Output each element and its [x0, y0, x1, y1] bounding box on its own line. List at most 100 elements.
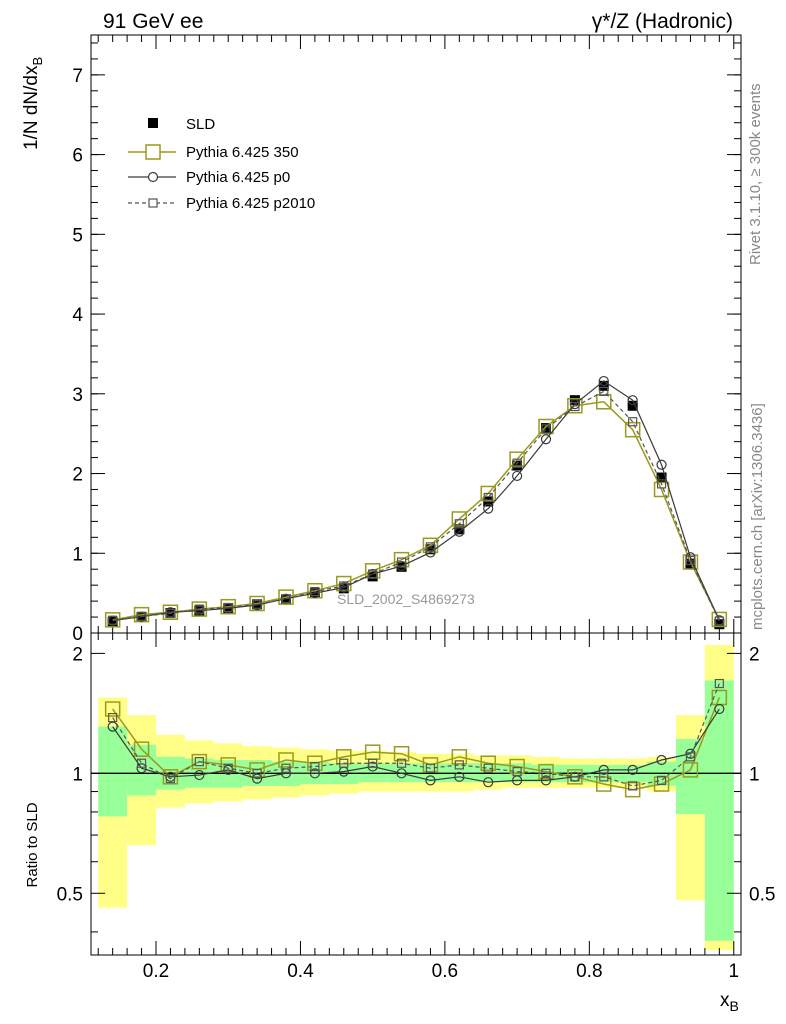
main-y-tick-label: 0 [72, 624, 83, 645]
main-p2010-point [165, 608, 176, 619]
ratio-p350-point [480, 755, 496, 771]
ratio-p350-point [393, 745, 410, 762]
legend-marker-p0 [147, 171, 159, 183]
sld-data-point [454, 524, 465, 535]
main-y-tick-label: 6 [72, 146, 83, 167]
main-p350-point [220, 598, 236, 615]
ratio-p350-line [112, 697, 721, 791]
main-p2010-point [425, 542, 436, 552]
ratio-p0-point [252, 773, 263, 784]
main-p2010-point [194, 604, 204, 614]
ratio-p0-point [194, 769, 205, 781]
ratio-p350-point [191, 753, 208, 770]
legend: SLD Pythia 6.425 350 Pythia 6.425 p0 Pyt… [128, 116, 315, 212]
main-p0-line [112, 380, 720, 622]
main-p0-point [656, 459, 667, 470]
ratio-p350-point [653, 776, 670, 792]
uncertainty-band-inner [98, 726, 128, 817]
legend-marker-sld [148, 118, 158, 128]
ratio-p2010-point [483, 763, 493, 773]
main-p2010-point [136, 611, 147, 621]
ratio-p350-point [104, 701, 121, 717]
ratio-p0-point [540, 775, 552, 786]
main-p2010-point [714, 616, 724, 626]
ratio-p0-line [112, 708, 720, 783]
main-y-tick-label: 4 [72, 305, 83, 326]
main-p2010-point [656, 479, 667, 489]
ratio-p2010-point [252, 768, 262, 778]
legend-marker-350 [145, 144, 161, 160]
ratio-p350-point [509, 758, 525, 775]
sld-data-point [281, 594, 291, 605]
main-p2010-point [628, 417, 638, 427]
main-p2010-point [223, 602, 233, 613]
ratio-p2010-point [396, 758, 407, 768]
ratio-p0-point [309, 768, 320, 779]
ratio-p2010-point [656, 775, 667, 785]
main-p350-point [538, 418, 554, 435]
rivet-label: Rivet 3.1.10, ≥ 300k events [747, 83, 764, 265]
main-p350-point [480, 485, 496, 502]
ratio-p2010-point [194, 757, 204, 767]
ratio-y-tick-label-right: 1 [749, 764, 760, 785]
main-p2010-point [599, 386, 609, 397]
ratio-p2010-point [339, 758, 349, 768]
ratio-p2010-point [108, 712, 118, 723]
x-tick-label: 0.4 [287, 961, 314, 982]
main-p2010-point [252, 599, 262, 609]
main-p350-point [451, 511, 468, 527]
ratio-p2010-point [310, 761, 320, 772]
process-energy-title: 91 GeV ee [103, 10, 203, 33]
ratio-y-tick-label: 2 [72, 644, 83, 665]
legend-label-p0: Pythia 6.425 p0 [186, 169, 290, 186]
sld-data-point [627, 400, 638, 411]
main-p2010-point [685, 555, 696, 566]
main-p350-point [509, 451, 525, 467]
ratio-p2010-point [628, 781, 638, 791]
ratio-p2010-point [136, 758, 147, 768]
sld-data-point [425, 544, 436, 555]
main-p0-point [483, 503, 494, 514]
main-p2010-point [108, 615, 118, 625]
main-p0-point [512, 470, 523, 482]
ratio-p350-point [538, 763, 554, 780]
main-p2010-point [339, 581, 349, 591]
x-tick-label: 1 [728, 961, 739, 982]
ratio-p2010-point [541, 768, 551, 778]
ratio-p2010-point [512, 767, 522, 777]
ratio-p2010-point [165, 774, 176, 784]
main-p2010-point [483, 492, 493, 503]
main-y-tick-label: 5 [72, 225, 83, 246]
sld-data-point [107, 616, 118, 627]
ratio-p2010-point [570, 772, 580, 782]
main-p2010-point [310, 586, 320, 597]
ratio-p350-point [682, 762, 699, 778]
legend-marker-p2010 [148, 198, 158, 208]
ratio-p2010-point [454, 760, 464, 770]
main-p2010-point [396, 557, 407, 567]
sld-data-point [338, 583, 349, 594]
ratio-p0-point [627, 764, 638, 776]
main-p0-point [627, 395, 638, 406]
uncertainty-band-inner [704, 680, 734, 941]
ratio-p2010-point [599, 772, 609, 782]
ratio-p0-point [280, 768, 292, 779]
main-y-tick-label: 7 [72, 66, 83, 87]
sld-data-point [656, 472, 667, 483]
main-p350-line [112, 400, 721, 621]
sld-data-point [541, 423, 551, 434]
main-p2010-point [368, 569, 378, 579]
y-axis-label-ratio: Ratio to SLD [24, 802, 41, 887]
uncertainty-band-inner [127, 744, 156, 796]
ratio-p350-point [624, 781, 641, 798]
ratio-y-tick-label: 0.5 [57, 884, 83, 905]
main-p2010-point [570, 401, 580, 412]
ratio-y-tick-label-right: 2 [749, 644, 760, 665]
y-axis-label-main: 1/N dN/dxB [21, 57, 45, 150]
main-p2010-point [281, 594, 291, 604]
x-axis-label: xB [720, 990, 739, 1014]
legend-label-350: Pythia 6.425 350 [186, 144, 299, 161]
ratio-frame [90, 632, 742, 956]
ratio-p2010-point [714, 678, 724, 689]
ratio-p0-point [598, 764, 609, 776]
